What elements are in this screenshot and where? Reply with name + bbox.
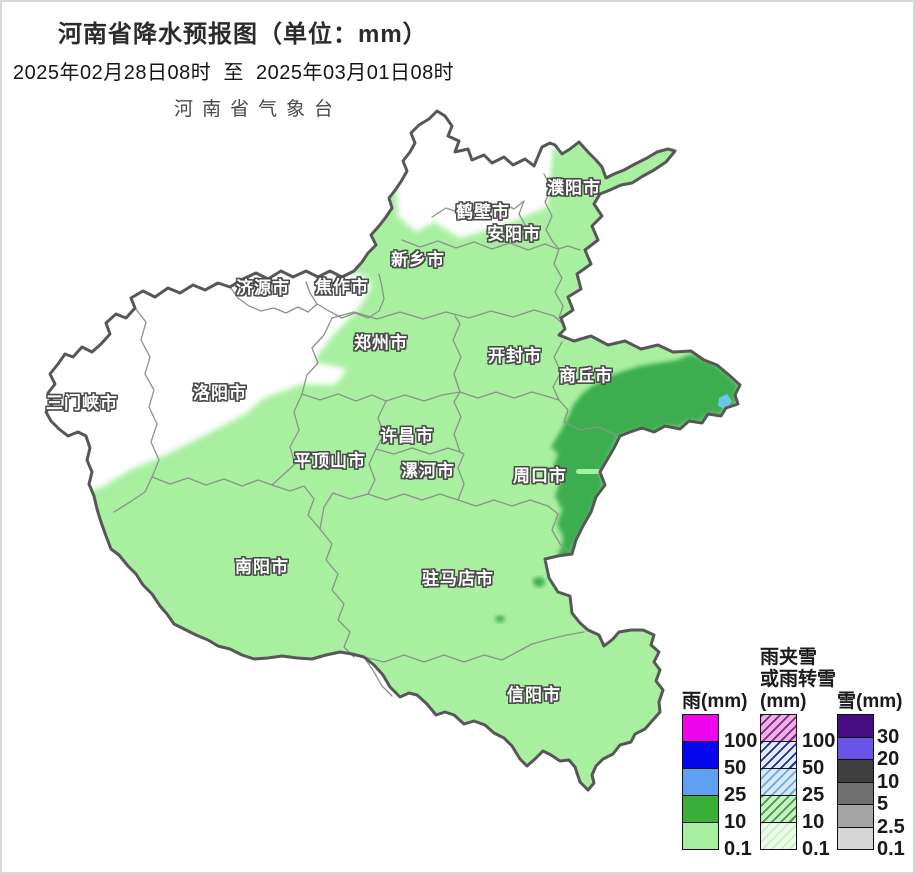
- legend-swatch-rain-0.1: [682, 822, 719, 850]
- precipitation-legend: 雨(mm) 100 50 25 10 0.1 雨夹雪 或雨转雪 (mm) 100 50 25 10 0.1…: [660, 638, 913, 872]
- legend-value-sleet: 0.1: [802, 838, 830, 860]
- region-light-rain-puyang: [548, 143, 603, 210]
- legend-title-sleet: 雨夹雪: [760, 647, 818, 668]
- legend-swatch-sleet-50: [760, 741, 797, 769]
- legend-title-snow: 雪(mm): [837, 691, 903, 712]
- region-moderate-rain-east: [551, 354, 739, 553]
- legend-swatch-snow-20: [837, 736, 874, 760]
- legend-value-sleet: 100: [802, 730, 836, 752]
- legend-value-rain: 0.1: [724, 838, 752, 860]
- legend-value-sleet: 50: [802, 757, 825, 779]
- legend-swatch-snow-10: [837, 759, 874, 783]
- region-moderate-rain-blob: [533, 577, 545, 587]
- legend-value-snow: 30: [877, 725, 900, 748]
- forecast-period: 2025年02月28日08时 至 2025年03月01日08时: [13, 62, 455, 84]
- region-moderate-rain-blob: [495, 615, 505, 623]
- legend-value-snow: 10: [877, 770, 900, 793]
- legend-swatch-rain-100: [682, 714, 719, 742]
- legend-value-snow: 20: [877, 748, 900, 770]
- legend-title-sleet: (mm): [760, 691, 807, 712]
- legend-title-sleet: 或雨转雪: [760, 669, 837, 690]
- agency-name: 河南省气象台: [174, 99, 343, 120]
- legend-swatch-sleet-25: [760, 768, 797, 796]
- legend-swatch-snow-0.1: [837, 826, 874, 850]
- region-heavy-rain-spot: [718, 394, 732, 409]
- legend-swatch-rain-50: [682, 741, 719, 769]
- legend-swatch-snow-2.5: [837, 804, 874, 828]
- legend-value-rain: 100: [724, 730, 758, 752]
- legend-swatch-snow-30: [837, 714, 874, 738]
- legend-swatch-rain-10: [682, 795, 719, 823]
- page-title: 河南省降水预报图（单位：mm）: [58, 21, 428, 48]
- legend-swatch-sleet-10: [760, 795, 797, 823]
- legend-value-sleet: 25: [802, 784, 825, 806]
- legend-value-snow: 5: [877, 793, 889, 815]
- legend-swatch-rain-25: [682, 768, 719, 796]
- legend-value-snow: 0.1: [877, 838, 905, 860]
- legend-value-rain: 10: [724, 811, 747, 833]
- legend-swatch-sleet-0.1: [760, 822, 797, 850]
- legend-value-sleet: 10: [802, 811, 825, 833]
- legend-value-rain: 50: [724, 757, 747, 779]
- province-outline: [44, 109, 742, 792]
- legend-swatch-sleet-100: [760, 714, 797, 742]
- legend-value-snow: 2.5: [877, 815, 905, 838]
- city-boundaries: [113, 173, 619, 697]
- legend-value-rain: 25: [724, 784, 747, 806]
- legend-swatch-snow-5: [837, 781, 874, 805]
- river-dash: [576, 469, 600, 474]
- legend-title-rain: 雨(mm): [682, 691, 748, 712]
